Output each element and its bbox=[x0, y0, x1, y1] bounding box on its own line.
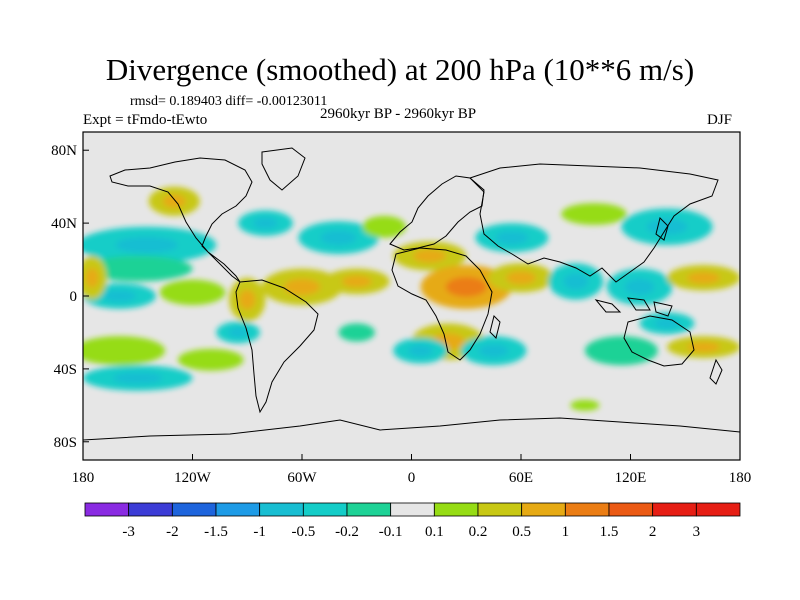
colorbar-swatch-5 bbox=[302, 502, 348, 517]
colorbar-label-10: 1 bbox=[562, 524, 570, 540]
colorbar: -3 -2 -1.5 -1 -0.5 -0.2 -0.1 0.1 0.2 0.5 1 1.5 2 3 bbox=[84, 502, 741, 540]
colorbar-swatch-3 bbox=[215, 502, 261, 517]
coastline-europe bbox=[389, 175, 485, 251]
field-core-29 bbox=[687, 342, 720, 352]
field-core-6 bbox=[283, 278, 321, 296]
x-tick-label-4: 60E bbox=[509, 470, 533, 486]
x-tick-label-2: 60W bbox=[287, 470, 317, 486]
field-core-3 bbox=[103, 290, 136, 302]
page-title: Divergence (smoothed) at 200 hPa (10**6 … bbox=[105, 52, 695, 87]
coastline-japan bbox=[655, 217, 669, 241]
field-core-7 bbox=[341, 275, 372, 288]
field-core-16 bbox=[413, 249, 447, 263]
field-core-30 bbox=[654, 318, 680, 329]
colorbar-swatch-4 bbox=[259, 502, 304, 517]
coastline-asia bbox=[469, 163, 719, 283]
coastline-greenland bbox=[261, 147, 306, 191]
colorbar-swatch-14 bbox=[695, 502, 741, 517]
field-core-14 bbox=[228, 327, 248, 338]
field-core-8 bbox=[320, 230, 357, 246]
y-axis: 80N 40N 0 40S 80S bbox=[51, 143, 89, 451]
colorbar-swatch-7 bbox=[390, 502, 435, 517]
colorbar-label-5: -0.2 bbox=[335, 524, 359, 540]
field-cell-15 bbox=[338, 323, 375, 342]
field-layer bbox=[83, 186, 740, 411]
y-tick-label-3: 40S bbox=[54, 362, 77, 378]
coastline-south-america bbox=[235, 279, 319, 414]
colorbar-swatch-0 bbox=[84, 502, 130, 517]
colorbar-label-9: 0.5 bbox=[512, 524, 531, 540]
field-cell-11 bbox=[83, 336, 166, 366]
field-core-23 bbox=[563, 273, 589, 290]
experiment-label: Expt = tFmdo-tEwto bbox=[83, 112, 208, 128]
colorbar-label-11: 1.5 bbox=[600, 524, 619, 540]
field-core-18 bbox=[506, 271, 536, 285]
field-cell-13 bbox=[177, 348, 244, 371]
colorbar-label-8: 0.2 bbox=[469, 524, 488, 540]
colorbar-swatch-12 bbox=[608, 502, 654, 517]
colorbar-label-1: -2 bbox=[166, 524, 179, 540]
x-tick-label-0: 180 bbox=[72, 470, 95, 486]
x-tick-label-5: 120E bbox=[615, 470, 647, 486]
coastline-antarctica bbox=[83, 417, 740, 441]
colorbar-swatch-8 bbox=[433, 502, 479, 517]
stats-text: rmsd= 0.189403 diff= -0.00123011 bbox=[130, 94, 328, 109]
colorbar-label-12: 2 bbox=[649, 524, 657, 540]
colorbar-swatch-13 bbox=[652, 502, 697, 517]
field-cell-28 bbox=[584, 336, 658, 366]
field-core-21 bbox=[478, 344, 509, 358]
colorbar-swatch-11 bbox=[564, 502, 610, 517]
field-cell-31 bbox=[570, 399, 600, 411]
field-core-10 bbox=[253, 217, 278, 229]
colorbar-label-2: -1.5 bbox=[204, 524, 228, 540]
coastline-madagascar bbox=[489, 315, 501, 339]
colorbar-label-6: -0.1 bbox=[379, 524, 403, 540]
field-core-5 bbox=[239, 289, 256, 310]
colorbar-label-0: -3 bbox=[122, 524, 135, 540]
x-tick-label-3: 0 bbox=[408, 470, 416, 486]
coastline-new-zealand bbox=[709, 358, 723, 385]
field-cell-27 bbox=[561, 203, 627, 225]
coastline-africa bbox=[391, 247, 493, 361]
coastline-north-america bbox=[109, 157, 253, 283]
colorbar-label-7: 0.1 bbox=[425, 524, 444, 540]
x-tick-label-1: 120W bbox=[174, 470, 212, 486]
field-core-1 bbox=[115, 236, 179, 254]
field-cell-9 bbox=[362, 215, 407, 238]
colorbar-swatch-6 bbox=[346, 502, 392, 517]
coastline-australia bbox=[623, 315, 695, 367]
field-core-26 bbox=[687, 272, 720, 284]
y-tick-label-2: 0 bbox=[70, 289, 78, 305]
x-tick-label-6: 180 bbox=[729, 470, 752, 486]
colorbar-swatch-1 bbox=[128, 502, 173, 517]
period-label: 2960kyr BP - 2960kyr BP bbox=[320, 106, 477, 122]
field-core-17 bbox=[445, 277, 487, 297]
y-tick-label-4: 80S bbox=[54, 435, 77, 451]
x-axis: 180 120W 60W 0 60E 120E 180 bbox=[72, 454, 752, 486]
colorbar-label-4: -0.5 bbox=[291, 524, 315, 540]
colorbar-swatch-10 bbox=[521, 502, 566, 517]
field-cell-4 bbox=[159, 279, 226, 306]
colorbar-swatch-9 bbox=[477, 502, 523, 517]
season-label: DJF bbox=[707, 112, 733, 128]
field-core-12 bbox=[113, 372, 163, 384]
field-core-20 bbox=[408, 344, 433, 357]
field-core-32 bbox=[85, 267, 99, 288]
y-tick-label-1: 40N bbox=[51, 216, 77, 232]
colorbar-label-3: -1 bbox=[253, 524, 266, 540]
field-core-22 bbox=[495, 231, 529, 245]
coastlines bbox=[83, 147, 740, 441]
field-core-24 bbox=[624, 278, 655, 296]
field-cell-2 bbox=[83, 255, 193, 282]
y-tick-label-0: 80N bbox=[51, 143, 77, 159]
colorbar-swatch-2 bbox=[171, 502, 217, 517]
coastline-indonesia bbox=[594, 297, 673, 317]
field-core-0 bbox=[162, 194, 186, 208]
colorbar-label-13: 3 bbox=[693, 524, 701, 540]
